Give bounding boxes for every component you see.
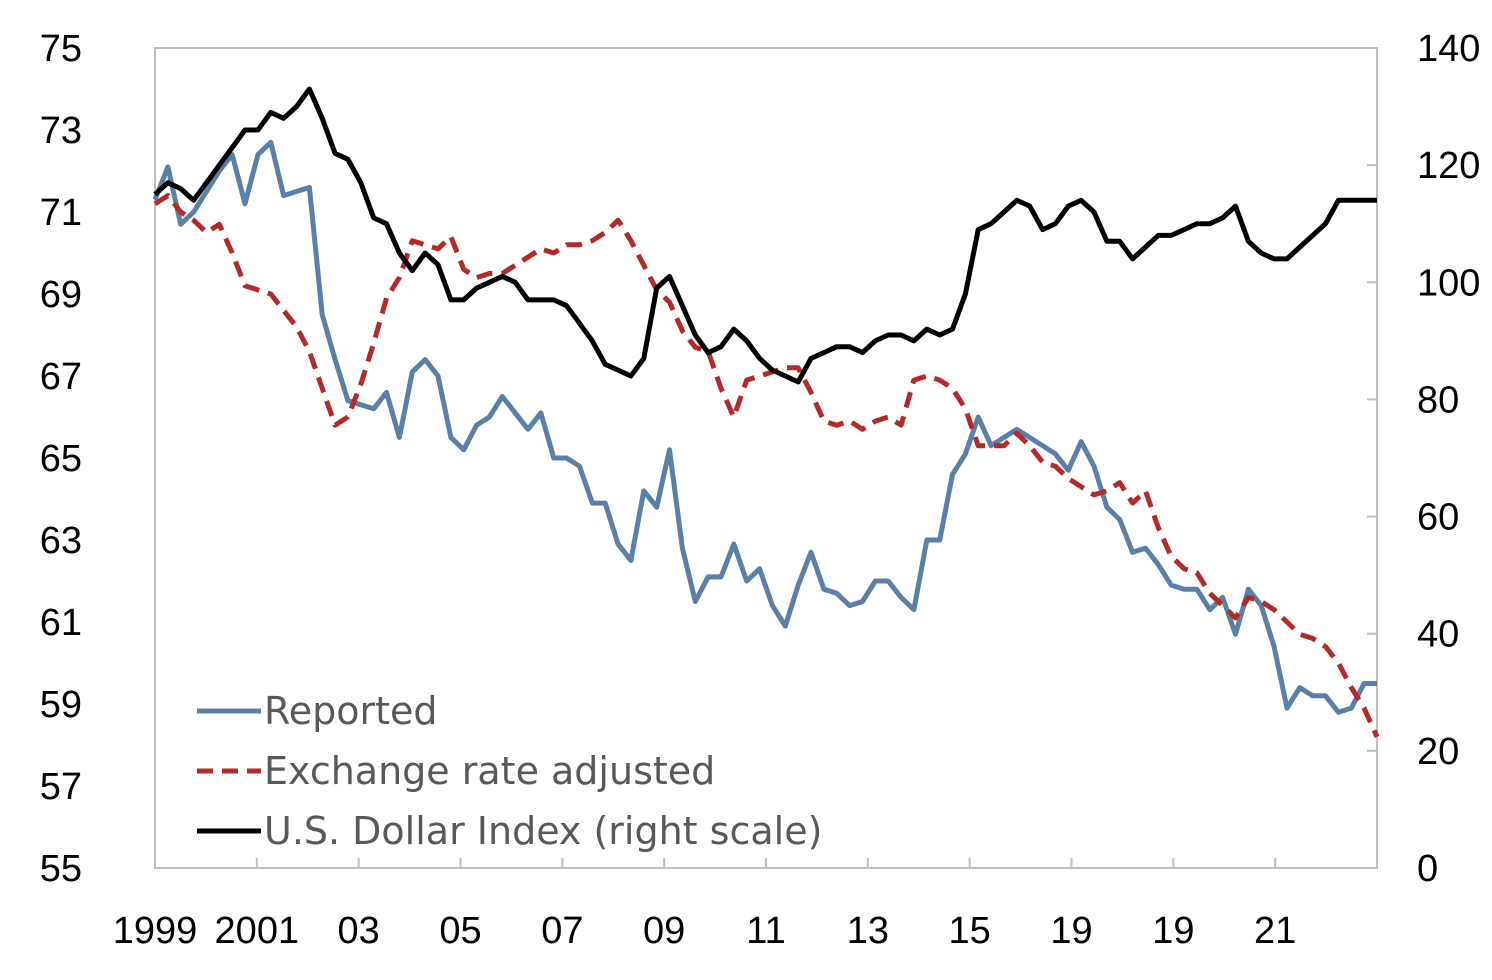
left-tick-label: 73 (40, 110, 82, 152)
left-tick-label: 71 (40, 192, 82, 234)
x-tick-label: 19 (1152, 910, 1194, 952)
x-tick-label: 21 (1254, 910, 1296, 952)
left-y-axis: 55 57 59 61 63 65 67 69 71 73 75 (40, 28, 82, 890)
left-tick-label: 65 (40, 438, 82, 480)
right-tick-label: 100 (1417, 262, 1480, 304)
right-y-axis: 0 20 40 60 80 100 120 140 (1367, 28, 1480, 890)
right-tick-label: 80 (1417, 379, 1459, 421)
x-tick-label: 11 (746, 910, 785, 952)
x-tick-label: 2001 (215, 910, 300, 952)
right-tick-label: 0 (1417, 848, 1438, 890)
left-tick-label: 75 (40, 28, 82, 70)
series-layer (152, 86, 1380, 738)
legend-label: Reported (264, 689, 437, 733)
x-tick-label: 05 (439, 910, 481, 952)
x-tick-label: 03 (338, 910, 380, 952)
left-tick-label: 57 (40, 766, 82, 808)
left-tick-label: 67 (40, 356, 82, 398)
right-tick-label: 140 (1417, 28, 1480, 70)
x-tick-label: 15 (949, 910, 991, 952)
x-tick-label: 13 (847, 910, 889, 952)
left-tick-label: 55 (40, 848, 82, 890)
x-tick-label: 07 (541, 910, 583, 952)
legend-label: Exchange rate adjusted (264, 749, 715, 793)
left-tick-label: 61 (40, 602, 82, 644)
right-tick-label: 60 (1417, 497, 1459, 539)
x-axis: 1999 2001 03 05 07 09 11 13 15 19 19 21 (113, 858, 1378, 952)
left-tick-label: 63 (40, 520, 82, 562)
x-tick-label: 19 (1050, 910, 1092, 952)
legend-label: U.S. Dollar Index (right scale) (264, 809, 822, 853)
right-tick-label: 20 (1417, 731, 1459, 773)
left-tick-label: 59 (40, 684, 82, 726)
series-line-u-s-dollar-index-right-scale (153, 86, 1377, 385)
plot-area (154, 47, 1378, 869)
plot-frame (154, 47, 1378, 869)
x-tick-label: 1999 (113, 910, 198, 952)
legend: Reported Exchange rate adjusted U.S. Dolla… (197, 689, 822, 853)
series-line-reported (152, 139, 1377, 715)
left-tick-label: 69 (40, 274, 82, 316)
right-tick-label: 40 (1417, 614, 1459, 656)
series-line-exchange-rate-adjusted (153, 193, 1380, 738)
x-tick-label: 09 (643, 910, 685, 952)
right-tick-label: 120 (1417, 145, 1480, 187)
